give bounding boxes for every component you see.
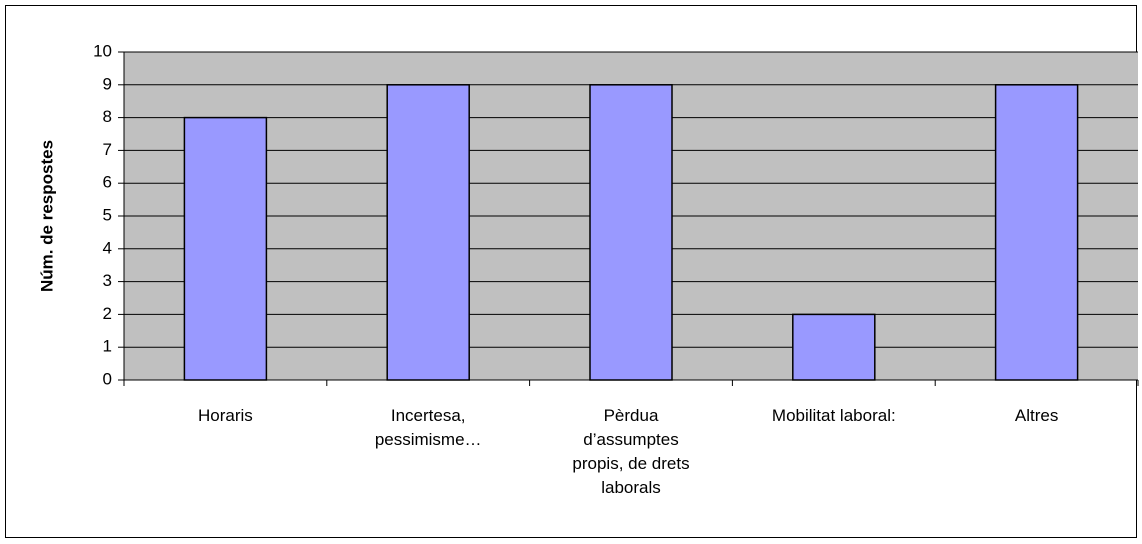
y-tick-label: 6 [103, 173, 112, 192]
bar [994, 84, 1079, 381]
y-tick-label: 8 [103, 107, 112, 126]
y-tick-label: 3 [103, 271, 112, 290]
y-tick-label: 5 [103, 205, 112, 224]
y-tick-label: 1 [103, 337, 112, 356]
x-tick-label: Altres [1014, 406, 1059, 425]
y-tick-label: 7 [103, 140, 112, 159]
x-tick-label-box: Horaris [197, 406, 253, 425]
y-tick-label: 4 [103, 238, 112, 257]
x-tick-label-box: Pèrdua d’assumptes propis, de drets labo… [572, 406, 690, 497]
x-tick-label-box: Mobilitat laboral: [771, 406, 896, 425]
y-axis-label: Núm. de respostes [37, 140, 56, 292]
x-tick-label: Pèrdua d’assumptes propis, de drets labo… [572, 406, 690, 497]
bar [589, 84, 673, 381]
x-tick-label: Incertesa, pessimisme… [374, 406, 482, 449]
bar [183, 116, 268, 381]
x-tick-label-box: Altres [1014, 406, 1059, 425]
bar [386, 84, 470, 381]
y-tick-label: 2 [103, 304, 112, 323]
x-tick-label: Horaris [197, 406, 253, 425]
y-tick-label: 10 [93, 41, 112, 60]
y-tick-label: 0 [103, 369, 112, 388]
x-tick-label: Mobilitat laboral: [771, 406, 896, 425]
y-tick-label: 9 [103, 74, 112, 93]
x-tick-label-box: Incertesa, pessimisme… [374, 406, 482, 449]
bar [792, 313, 876, 381]
